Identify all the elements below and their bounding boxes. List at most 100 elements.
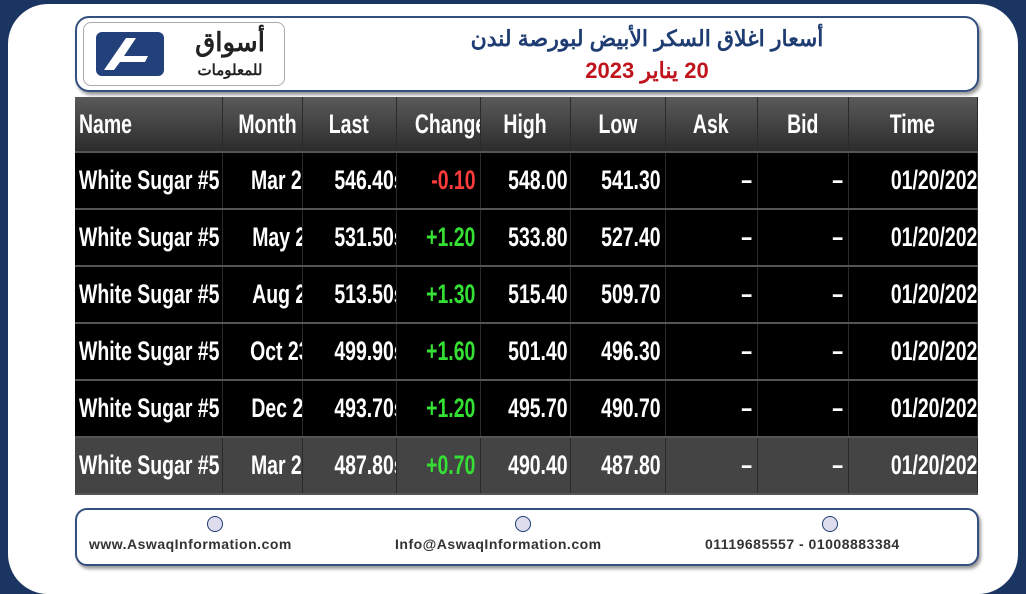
table-cell: 496.30 bbox=[570, 323, 666, 381]
table-row: White Sugar #5 Oct 23 499.90s +1.60 501.40 49… bbox=[75, 323, 978, 381]
table-cell: 01/20/2023 bbox=[848, 323, 978, 381]
table-cell: – bbox=[665, 209, 758, 267]
table-cell: 487.80s bbox=[302, 437, 397, 495]
table-cell: White Sugar #5 bbox=[75, 209, 223, 267]
table-cell-text: 01/20/2023 bbox=[890, 336, 977, 366]
table-cell: 548.00 bbox=[480, 152, 571, 210]
table-cell: White Sugar #5 bbox=[75, 323, 223, 381]
table-cell-text: 490.40 bbox=[507, 450, 568, 480]
logo: أسواق للمعلومات bbox=[83, 22, 285, 86]
table-cell: – bbox=[757, 380, 849, 438]
table-cell-text: May 23 bbox=[251, 222, 301, 252]
table-cell: Mar 23 bbox=[222, 152, 303, 210]
price-table: Name Month Last Change High Low Ask Bid Time Whi… bbox=[75, 97, 978, 495]
table-cell-text: White Sugar #5 bbox=[79, 165, 220, 195]
table-cell-text: 548.00 bbox=[507, 165, 568, 195]
table-cell: 493.70s bbox=[302, 380, 397, 438]
table-cell-text: White Sugar #5 bbox=[79, 336, 220, 366]
table-cell: 531.50s bbox=[302, 209, 397, 267]
table-cell-text: -0.10 bbox=[431, 165, 476, 195]
table-cell-text: – bbox=[741, 222, 753, 252]
table-cell-text: 487.80s bbox=[333, 450, 395, 480]
table-cell: – bbox=[757, 437, 849, 495]
table-cell-text: – bbox=[741, 336, 753, 366]
table-cell-text: Mar 23 bbox=[250, 165, 302, 195]
logo-mark bbox=[96, 32, 164, 76]
table-row: White Sugar #5 May 23 531.50s +1.20 533.80 52… bbox=[75, 209, 978, 267]
table-cell-text: – bbox=[832, 222, 844, 252]
table-cell-text: 513.50s bbox=[333, 279, 395, 309]
column-header-text: Change bbox=[414, 108, 480, 139]
table-cell: – bbox=[665, 266, 758, 324]
table-cell: 495.70 bbox=[480, 380, 571, 438]
table-cell-text: – bbox=[832, 393, 844, 423]
table-cell: – bbox=[757, 152, 849, 210]
table-cell-text: – bbox=[832, 279, 844, 309]
table-cell-text: 501.40 bbox=[507, 336, 568, 366]
phone: 01119685557 - 01008883384 bbox=[705, 536, 900, 552]
table-cell-text: 493.70s bbox=[333, 393, 395, 423]
table-row: White Sugar #5 Mar 23 546.40s -0.10 548.00 54… bbox=[75, 152, 978, 210]
table-cell-text: 495.70 bbox=[507, 393, 568, 423]
table-cell: – bbox=[757, 209, 849, 267]
table-cell: 533.80 bbox=[480, 209, 571, 267]
table-cell: -0.10 bbox=[396, 152, 481, 210]
table-cell: – bbox=[665, 323, 758, 381]
column-header-text: Month bbox=[237, 108, 297, 139]
table-cell: White Sugar #5 bbox=[75, 266, 223, 324]
table-cell-text: 509.70 bbox=[601, 279, 661, 309]
table-cell: 487.80 bbox=[570, 437, 666, 495]
table-cell-text: White Sugar #5 bbox=[79, 450, 220, 480]
table-cell: 501.40 bbox=[480, 323, 571, 381]
table-cell-text: – bbox=[832, 165, 844, 195]
table-cell-text: 01/20/2023 bbox=[890, 165, 977, 195]
column-header: Low bbox=[570, 97, 666, 153]
table-cell: – bbox=[757, 266, 849, 324]
table-cell: – bbox=[665, 152, 758, 210]
table-cell-text: – bbox=[741, 393, 753, 423]
title: أسعار اغلاق السكر الأبيض لبورصة لندن bbox=[470, 26, 824, 51]
table-cell: 499.90s bbox=[302, 323, 397, 381]
table-cell: 527.40 bbox=[570, 209, 666, 267]
email: Info@AswaqInformation.com bbox=[395, 536, 602, 552]
table-cell: White Sugar #5 bbox=[75, 152, 223, 210]
column-header-text: High bbox=[503, 108, 547, 139]
table-cell: 515.40 bbox=[480, 266, 571, 324]
table-cell: Oct 23 bbox=[222, 323, 303, 381]
column-header: Ask bbox=[665, 97, 758, 153]
table-cell-text: Dec 23 bbox=[250, 393, 302, 423]
table-cell-text: Oct 23 bbox=[249, 336, 301, 366]
column-header: Last bbox=[302, 97, 397, 153]
table-cell-text: 531.50s bbox=[333, 222, 395, 252]
table-cell-text: – bbox=[741, 279, 753, 309]
column-header: Month bbox=[222, 97, 303, 153]
table-cell: +1.20 bbox=[396, 380, 481, 438]
table-cell-text: 490.70 bbox=[601, 393, 661, 423]
table-cell: 01/20/2023 bbox=[848, 152, 978, 210]
table-cell-text: – bbox=[741, 450, 753, 480]
table-cell: 513.50s bbox=[302, 266, 397, 324]
table-cell-text: +1.60 bbox=[426, 336, 476, 366]
table-cell-text: 496.30 bbox=[601, 336, 661, 366]
table-cell: 509.70 bbox=[570, 266, 666, 324]
column-header-text: Time bbox=[889, 108, 936, 139]
table-cell-text: 515.40 bbox=[507, 279, 568, 309]
header: أسواق للمعلومات أسعار اغلاق السكر الأبيض… bbox=[75, 16, 979, 92]
table-cell-text: White Sugar #5 bbox=[79, 393, 220, 423]
table-row: White Sugar #5 Aug 23 513.50s +1.30 515.40 50… bbox=[75, 266, 978, 324]
header-row: Name Month Last Change High Low Ask Bid Time bbox=[75, 97, 978, 153]
table-cell: 01/20/2023 bbox=[848, 266, 978, 324]
table-cell-text: +1.30 bbox=[426, 279, 476, 309]
table-cell-text: 541.30 bbox=[601, 165, 661, 195]
table-cell: 490.40 bbox=[480, 437, 571, 495]
table-cell: 490.70 bbox=[570, 380, 666, 438]
column-header-text: Bid bbox=[786, 108, 819, 139]
table-cell: 01/20/2023 bbox=[848, 380, 978, 438]
table-cell-text: 533.80 bbox=[507, 222, 568, 252]
table-cell-text: Mar 24 bbox=[250, 450, 302, 480]
table-cell-text: 01/20/2023 bbox=[890, 450, 977, 480]
table-row: White Sugar #5 Dec 23 493.70s +1.20 495.70 49… bbox=[75, 380, 978, 438]
table-cell: White Sugar #5 bbox=[75, 437, 223, 495]
column-header: High bbox=[480, 97, 571, 153]
table-cell-text: White Sugar #5 bbox=[79, 222, 220, 252]
